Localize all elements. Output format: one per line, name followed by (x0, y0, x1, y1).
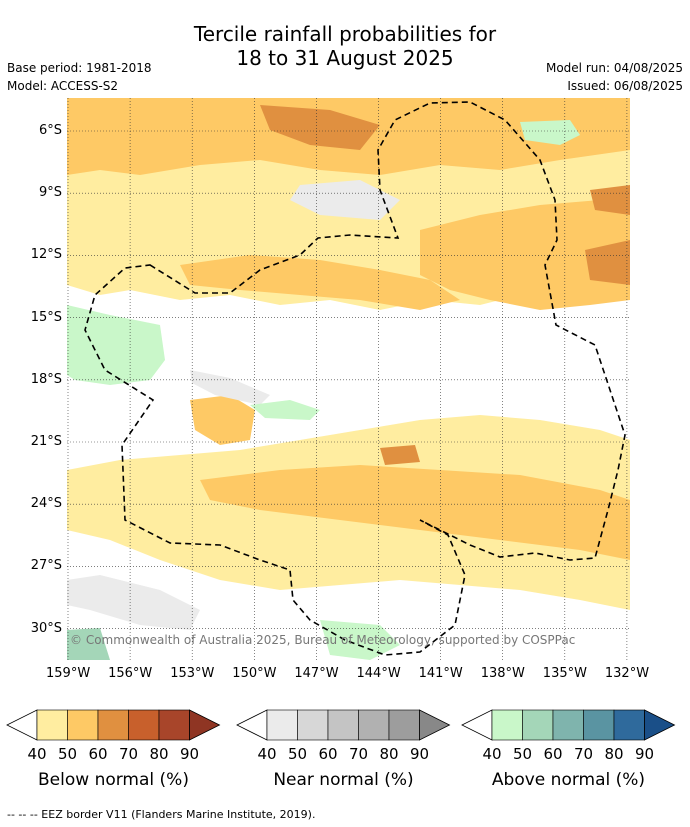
lon-label: 144°W (356, 666, 401, 681)
below-patch-south (200, 465, 630, 560)
colorbar-cell (266, 709, 298, 741)
colorbar-cell (36, 709, 68, 741)
below-normal-label: Below normal (%) (38, 770, 189, 790)
colorbar-lower-extend (461, 709, 493, 741)
below-patch-east (420, 200, 630, 310)
colorbar-tick-label: 70 (348, 745, 369, 763)
colorbar-lower-extend (236, 709, 268, 741)
copyright-notice: © Commonwealth of Australia 2025, Bureau… (70, 633, 576, 647)
colorbar-tick-label: 70 (573, 745, 594, 763)
colorbar-cell (67, 709, 99, 741)
colorbar-tick-label: 50 (57, 745, 78, 763)
colorbar-lower-extend (6, 709, 38, 741)
colorbar-tick-label: 90 (634, 745, 655, 763)
near-normal-label: Near normal (%) (273, 770, 414, 790)
colorbar-cell (583, 709, 615, 741)
above-normal-label: Above normal (%) (491, 770, 646, 790)
colorbar-cell (358, 709, 390, 741)
colorbar-tick-label: 80 (379, 745, 399, 763)
colorbar-below-normal (6, 709, 221, 741)
lon-label: 159°W (46, 666, 91, 681)
below-core-east (590, 185, 630, 215)
colorbar-tick-label: 70 (118, 745, 139, 763)
colorbar-tick-label: 40 (27, 745, 47, 763)
lat-label: 12°S (30, 247, 62, 263)
lat-label: 18°S (30, 371, 62, 387)
lon-label: 138°W (480, 666, 525, 681)
lon-label: 153°W (170, 666, 215, 681)
colorbar-cell (128, 709, 160, 741)
lat-label: 24°S (30, 496, 62, 512)
issued-date: Issued: 06/08/2025 (567, 79, 683, 93)
lon-label: 135°W (542, 666, 587, 681)
above-normal-mid (250, 400, 320, 420)
title-line-1: Tercile rainfall probabilities for (193, 22, 497, 46)
colorbar-upper-extend (644, 709, 676, 741)
colorbar-near-normal (236, 709, 451, 741)
colorbar-tick-label: 90 (409, 745, 430, 763)
colorbar-cell (491, 709, 523, 741)
map-plot-area (67, 98, 630, 660)
colorbar-cell (613, 709, 645, 741)
model-run-date: Model run: 04/08/2025 (545, 61, 683, 75)
colorbar-cell (522, 709, 554, 741)
near-normal-patch-2 (67, 575, 200, 630)
run-info: Model run: 04/08/2025 Issued: 06/08/2025 (546, 59, 683, 95)
title-line-2: 18 to 31 August 2025 (236, 46, 454, 70)
colorbar-tick-label: 40 (257, 745, 277, 763)
colorbar-cell (158, 709, 190, 741)
colorbar-cell (327, 709, 359, 741)
below-core-east2 (585, 240, 630, 285)
lon-label: 141°W (418, 666, 463, 681)
colorbar-tick-label: 60 (543, 745, 563, 763)
colorbar-upper-extend (189, 709, 221, 741)
colorbar-cell (97, 709, 129, 741)
lat-label: 27°S (30, 558, 62, 574)
colorbar-upper-extend (419, 709, 451, 741)
colorbar-cell (297, 709, 329, 741)
eez-border (84, 101, 626, 656)
below-core-north (260, 105, 380, 150)
lon-label: 150°W (232, 666, 277, 681)
model-name: Model: ACCESS-S2 (7, 79, 119, 93)
map-title: Tercile rainfall probabilities for 18 to… (0, 22, 690, 70)
near-normal-patch (290, 180, 400, 220)
colorbar-cell (388, 709, 420, 741)
model-info: Base period: 1981-2018 Model: ACCESS-S2 (7, 59, 152, 95)
below-core-south (380, 445, 420, 465)
colorbar-tick-label: 90 (179, 745, 200, 763)
above-normal-ne (520, 120, 580, 145)
colorbar-tick-label: 50 (512, 745, 533, 763)
lat-label: 9°S (38, 185, 62, 201)
colorbar-legends (6, 709, 676, 741)
lat-label: 15°S (30, 309, 62, 325)
lon-label: 156°W (108, 666, 153, 681)
above-normal-sw (67, 628, 110, 660)
rainfall-map (67, 98, 630, 660)
below-patch-mid (190, 395, 255, 445)
map-gridlines (67, 98, 630, 660)
colorbar-tick-label: 80 (604, 745, 624, 763)
above-normal-west (67, 305, 165, 385)
lon-label: 132°W (604, 666, 650, 681)
lat-label: 30°S (30, 620, 62, 636)
colorbar-tick-label: 60 (318, 745, 338, 763)
near-normal-patch-3 (190, 370, 270, 405)
colorbar-above-normal (461, 709, 676, 741)
colorbar-tick-label: 80 (149, 745, 169, 763)
lat-label: 6°S (38, 123, 62, 138)
colorbar-tick-label: 50 (287, 745, 308, 763)
base-period: Base period: 1981-2018 (7, 61, 152, 75)
colorbar-tick-label: 40 (482, 745, 502, 763)
lon-label: 147°W (294, 666, 339, 681)
eez-footnote: -- -- -- EEZ border V11 (Flanders Marine… (7, 808, 316, 821)
below-patch-ne (180, 255, 460, 310)
lat-label: 21°S (30, 434, 62, 449)
above-normal-south (320, 620, 400, 660)
colorbar-cell (552, 709, 584, 741)
colorbar-tick-label: 60 (88, 745, 108, 763)
